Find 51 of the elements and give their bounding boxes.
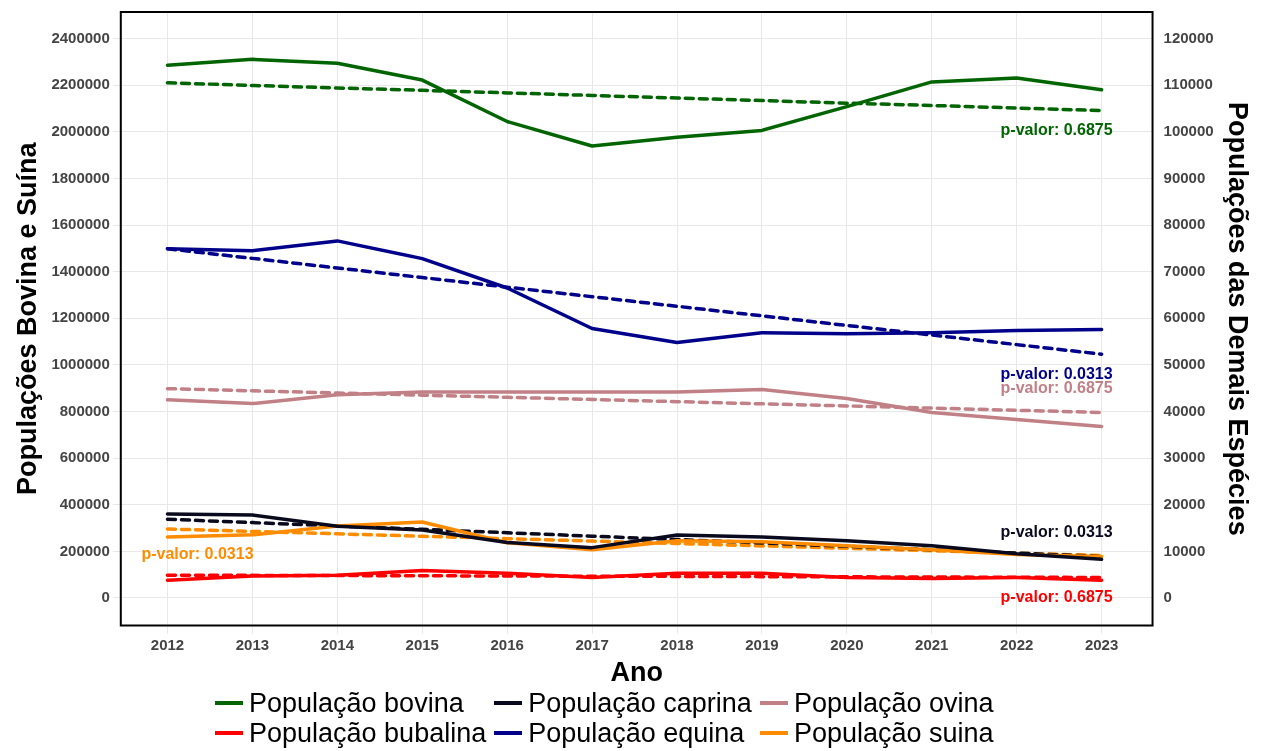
y2-tick-label: 60000 (1163, 308, 1206, 326)
y-axis-title: Populações Bovina e Suína (11, 141, 42, 496)
y-tick-label: 1600000 (51, 215, 110, 233)
y2-tick-label: 50000 (1163, 355, 1206, 373)
y2-tick-label: 120000 (1163, 28, 1214, 46)
y-tick-label: 1400000 (51, 261, 110, 279)
legend-label: População suina (793, 718, 994, 748)
y-tick-label: 2200000 (51, 75, 110, 93)
y2-tick-label: 70000 (1163, 261, 1206, 279)
annotation: p-valor: 0.6875 (1000, 587, 1113, 605)
legend-label: População bovina (249, 688, 464, 718)
y2-tick-label: 100000 (1163, 121, 1214, 139)
y2-tick-label: 80000 (1163, 215, 1206, 233)
x-tick-label: 2018 (660, 635, 694, 653)
annotation: p-valor: 0.0313 (141, 545, 254, 563)
y-tick-label: 800000 (59, 401, 110, 419)
x-tick-label: 2021 (915, 635, 949, 653)
y-tick-label: 600000 (59, 448, 110, 466)
legend-label: População ovina (793, 688, 994, 718)
x-tick-label: 2012 (150, 635, 185, 653)
legend-label: População bubalina (249, 718, 487, 748)
legend-label: População caprina (528, 688, 752, 718)
y2-tick-label: 0 (1163, 588, 1172, 606)
y2-tick-label: 40000 (1163, 401, 1206, 419)
x-tick-label: 2017 (575, 635, 609, 653)
y-tick-label: 400000 (59, 494, 110, 512)
legend-label: População equina (528, 718, 745, 748)
x-tick-label: 2016 (490, 635, 524, 653)
x-tick-label: 2013 (235, 635, 270, 653)
y2-axis-title: Populações das Demais Espécies (1223, 101, 1254, 536)
x-tick-label: 2020 (830, 635, 864, 653)
y-tick-label: 1800000 (51, 168, 110, 186)
y2-tick-label: 10000 (1163, 541, 1206, 559)
x-tick-label: 2019 (745, 635, 779, 653)
x-tick-label: 2015 (405, 635, 439, 653)
x-axis-title: Ano (610, 657, 663, 688)
y-tick-label: 2400000 (51, 28, 110, 46)
y-tick-label: 0 (101, 588, 110, 606)
y2-tick-label: 110000 (1163, 75, 1213, 93)
y2-tick-label: 30000 (1163, 448, 1206, 466)
x-tick-label: 2014 (320, 635, 355, 653)
y-tick-label: 2000000 (51, 121, 110, 139)
x-tick-label: 2022 (999, 635, 1034, 653)
y-tick-label: 200000 (59, 541, 110, 559)
y-tick-label: 1200000 (51, 308, 110, 326)
y2-tick-label: 90000 (1163, 168, 1206, 186)
y-tick-label: 1000000 (51, 355, 110, 373)
annotation: p-valor: 0.6875 (1000, 121, 1113, 138)
x-tick-label: 2023 (1084, 635, 1119, 653)
annotation: p-valor: 0.0313 (1000, 522, 1113, 540)
y2-tick-label: 20000 (1163, 494, 1206, 512)
